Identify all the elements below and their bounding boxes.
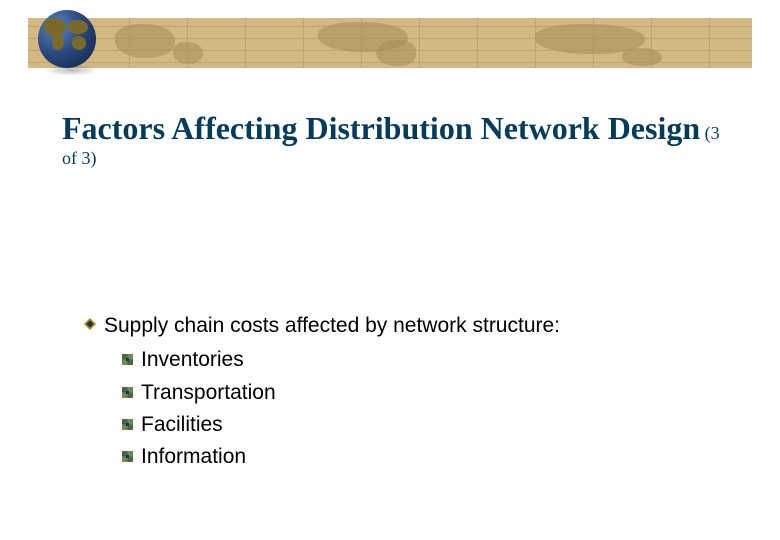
square-bullet-icon <box>122 352 133 363</box>
sub-bullet-list: Inventories Transportation <box>122 346 720 471</box>
globe-icon <box>38 10 102 74</box>
bullet-text: Supply chain costs affected by network s… <box>104 312 560 340</box>
header-map-band <box>28 18 752 68</box>
diamond-bullet-icon <box>84 317 96 329</box>
slide-title-block: Factors Affecting Distribution Network D… <box>62 110 720 169</box>
square-bullet-icon <box>122 449 133 460</box>
slide-title: Factors Affecting Distribution Network D… <box>62 110 700 146</box>
bullet-text: Transportation <box>141 379 276 407</box>
bullet-text: Facilities <box>141 411 223 439</box>
bullet-level2: Facilities <box>122 411 720 439</box>
square-bullet-icon <box>122 417 133 428</box>
bullet-level2: Information <box>122 443 720 471</box>
square-bullet-icon <box>122 385 133 396</box>
bullet-level2: Inventories <box>122 346 720 374</box>
bullet-text: Information <box>141 443 246 471</box>
slide-content: Supply chain costs affected by network s… <box>84 312 720 476</box>
bullet-text: Inventories <box>141 346 244 374</box>
bullet-level2: Transportation <box>122 379 720 407</box>
bullet-level1: Supply chain costs affected by network s… <box>84 312 720 340</box>
